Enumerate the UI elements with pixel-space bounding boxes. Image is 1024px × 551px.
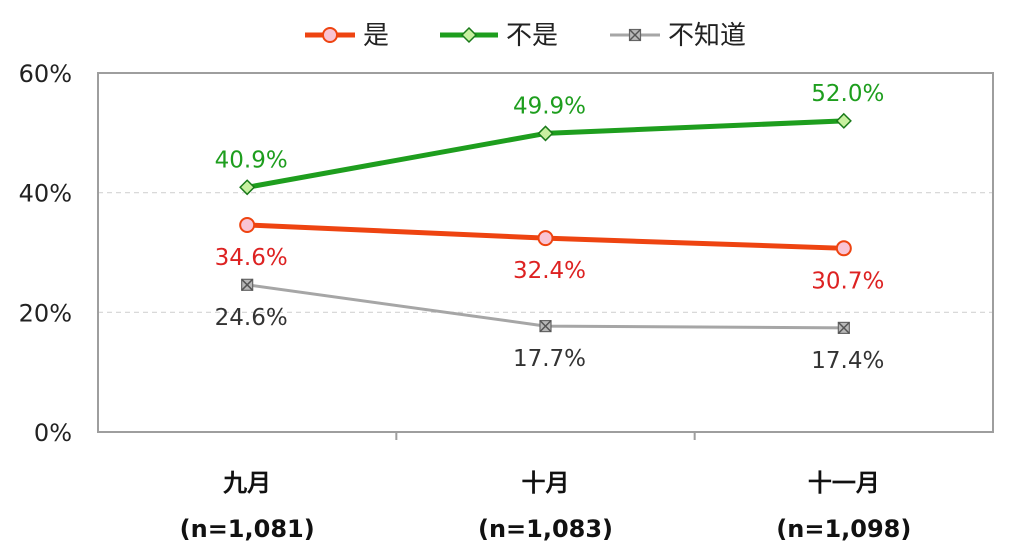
x-axis: 九月 (n=1,081) 十月 (n=1,083) 十一月 (n=1,098): [180, 432, 911, 543]
x-category-sublabel: (n=1,083): [478, 515, 613, 543]
y-tick-label: 40%: [19, 180, 72, 208]
series-group: [239, 112, 852, 334]
data-point: [239, 179, 256, 196]
data-labels: 34.6% 32.4% 30.7% 40.9% 49.9% 52.0% 24.6% 17.7%…: [215, 81, 885, 374]
legend-label: 是: [363, 21, 389, 51]
y-tick-label: 0%: [34, 419, 72, 447]
legend: 是 不是 不知道: [305, 21, 746, 51]
legend-item-2: 不知道: [610, 21, 746, 51]
series-1: [239, 112, 852, 196]
legend-marker: [322, 27, 338, 43]
legend-label: 不知道: [668, 21, 746, 51]
data-label: 52.0%: [811, 81, 884, 107]
data-point: [241, 278, 254, 291]
data-label: 30.7%: [811, 268, 884, 294]
data-label: 17.4%: [811, 348, 884, 374]
x-category-label: 十一月: [808, 469, 880, 497]
data-point: [837, 321, 850, 334]
data-point: [537, 125, 554, 142]
x-category-label: 九月: [222, 469, 271, 497]
data-label: 17.7%: [513, 346, 586, 372]
data-point: [239, 216, 256, 233]
series-0: [239, 216, 852, 257]
data-label: 40.9%: [215, 147, 288, 173]
marker-cross-b: [628, 28, 642, 42]
data-point: [537, 230, 554, 247]
data-label: 34.6%: [215, 245, 288, 271]
x-category-sublabel: (n=1,081): [180, 515, 315, 543]
legend-item-0: 是: [305, 21, 389, 51]
x-category-label: 十月: [522, 469, 570, 497]
series-2: [241, 278, 850, 334]
marker-cross-b: [539, 320, 552, 333]
legend-marker: [628, 28, 642, 42]
data-label: 24.6%: [215, 305, 288, 331]
data-point: [835, 112, 852, 129]
x-category-sublabel: (n=1,098): [776, 515, 911, 543]
y-tick-label: 60%: [19, 60, 72, 88]
y-axis: 0% 20% 40% 60%: [19, 60, 72, 447]
data-point: [539, 319, 552, 333]
data-label: 32.4%: [513, 258, 586, 284]
plot-area-border: [97, 72, 994, 433]
y-tick-label: 20%: [19, 299, 72, 327]
marker-cross-b: [241, 278, 254, 291]
data-point: [835, 240, 852, 257]
legend-label: 不是: [506, 21, 558, 51]
data-label: 49.9%: [513, 93, 586, 119]
legend-item-1: 不是: [440, 21, 558, 51]
legend-marker: [460, 26, 478, 44]
marker-cross-b: [837, 321, 850, 334]
